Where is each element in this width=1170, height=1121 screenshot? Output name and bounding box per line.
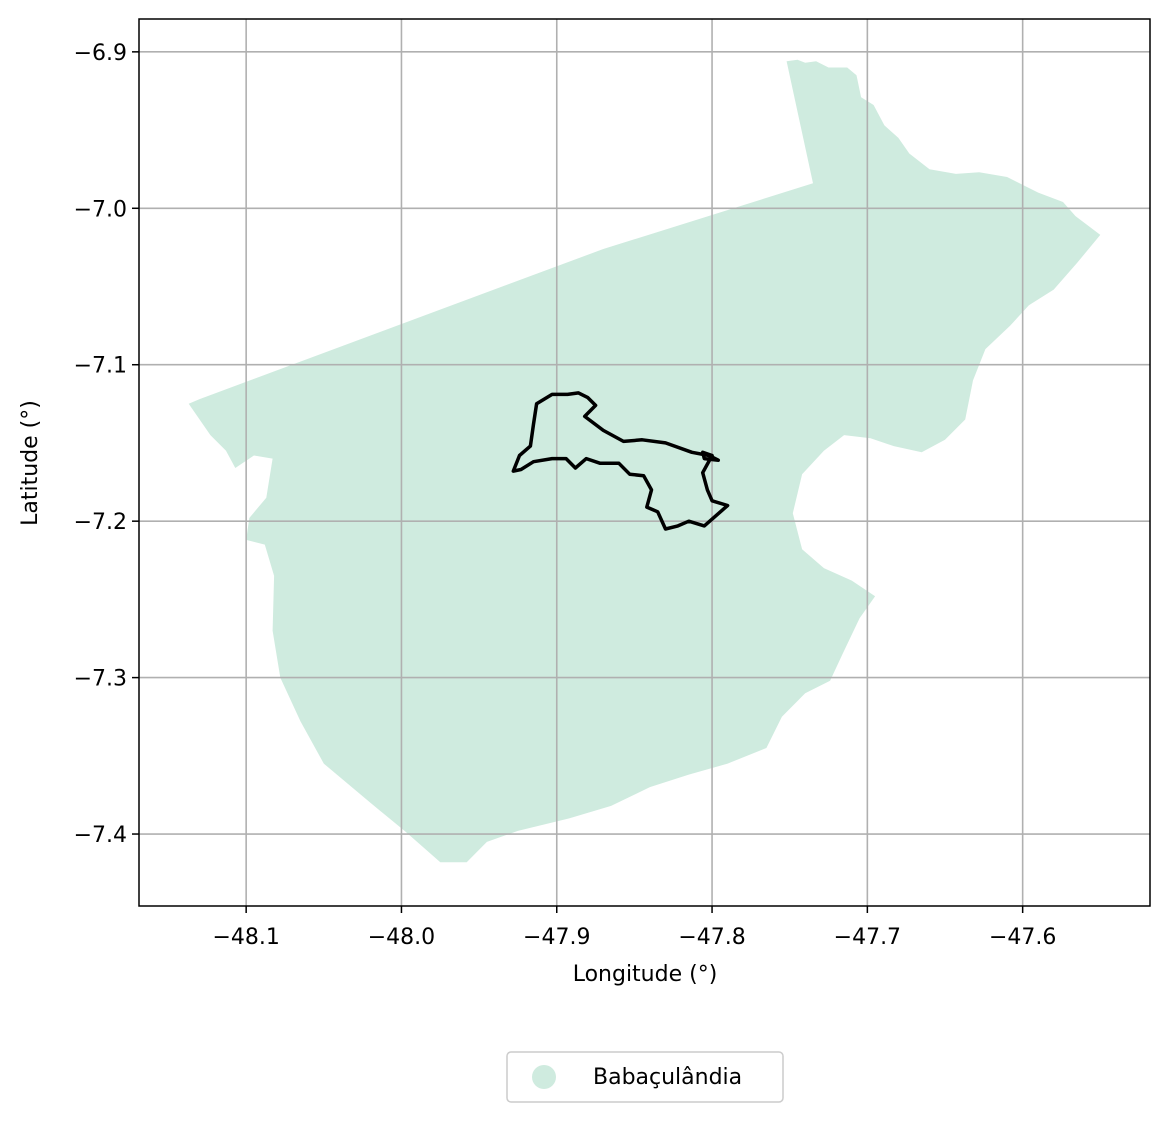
x-axis-label: Longitude (°) [573, 962, 718, 987]
x-axis: −48.1 −48.0 −47.9 −47.8 −47.7 −47.6 [212, 906, 1056, 950]
legend-marker-babaculandia [532, 1065, 556, 1089]
urban-area-outline [511, 391, 730, 531]
y-tick-label: −7.1 [74, 354, 127, 379]
y-tick-label: −7.3 [74, 667, 127, 692]
y-tick-label: −7.2 [74, 510, 127, 535]
x-tick-label: −47.8 [678, 925, 745, 950]
x-tick-label: −48.0 [368, 925, 435, 950]
y-tick-label: −6.9 [74, 41, 127, 66]
y-tick-label: −7.4 [74, 823, 127, 848]
region-babaculandia [188, 59, 1101, 863]
x-tick-label: −48.1 [212, 925, 279, 950]
legend-box [506, 1051, 784, 1103]
y-axis: −6.9 −7.0 −7.1 −7.2 −7.3 −7.4 [74, 41, 139, 848]
y-tick-label: −7.0 [74, 197, 127, 222]
axes-frame [138, 18, 1151, 907]
x-tick-label: −47.6 [989, 925, 1056, 950]
x-tick-label: −47.9 [523, 925, 590, 950]
plot-area [139, 19, 1150, 906]
legend: Babaçulândia [506, 1051, 784, 1103]
legend-label-babaculandia: Babaçulândia [593, 1065, 742, 1090]
y-axis-label: Latitude (°) [18, 400, 43, 526]
x-tick-label: −47.7 [834, 925, 901, 950]
